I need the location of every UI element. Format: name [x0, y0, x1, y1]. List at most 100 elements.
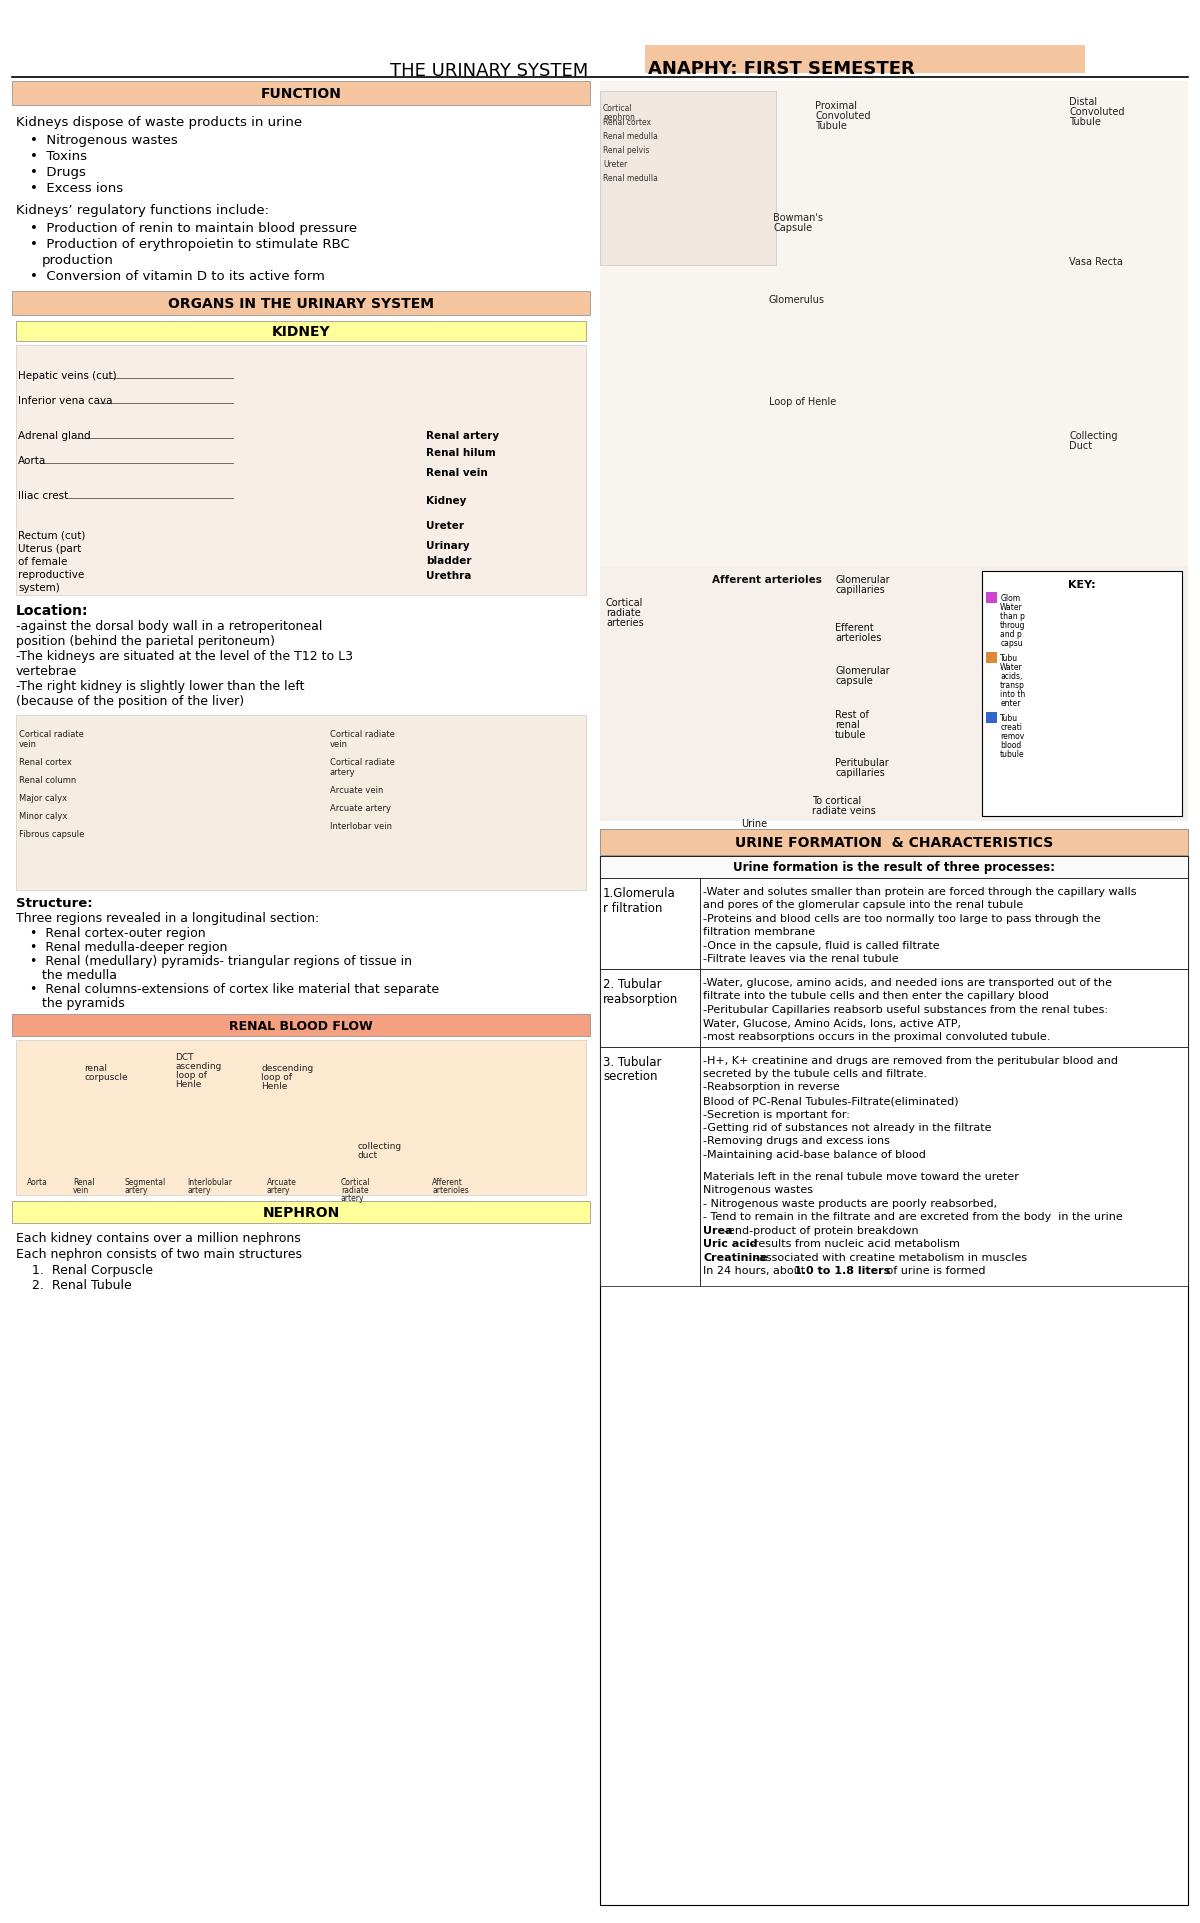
Text: -Getting rid of substances not already in the filtrate: -Getting rid of substances not already i… [703, 1123, 991, 1133]
Text: and pores of the glomerular capsule into the renal tubule: and pores of the glomerular capsule into… [703, 900, 1024, 910]
Text: throug: throug [1001, 621, 1026, 629]
Text: KEY:: KEY: [1068, 579, 1096, 590]
Text: Renal medulla: Renal medulla [604, 131, 658, 140]
Text: -The right kidney is slightly lower than the left: -The right kidney is slightly lower than… [16, 679, 305, 692]
Text: Vasa Recta: Vasa Recta [1069, 256, 1123, 267]
FancyBboxPatch shape [12, 292, 590, 315]
FancyBboxPatch shape [700, 969, 1188, 1046]
Text: artery: artery [187, 1185, 210, 1194]
Text: Tubu: Tubu [1001, 713, 1019, 723]
Text: Kidneys dispose of waste products in urine: Kidneys dispose of waste products in uri… [16, 115, 302, 129]
Text: -Water, glucose, amino acids, and needed ions are transported out of the: -Water, glucose, amino acids, and needed… [703, 977, 1112, 988]
Text: •  Renal columns-extensions of cortex like material that separate: • Renal columns-extensions of cortex lik… [30, 983, 439, 996]
Text: Capsule: Capsule [773, 223, 812, 233]
Text: Glomerulus: Glomerulus [769, 296, 824, 306]
Text: -Once in the capsule, fluid is called filtrate: -Once in the capsule, fluid is called fi… [703, 940, 940, 950]
Text: radiate: radiate [606, 608, 641, 617]
Text: Nitrogenous wastes: Nitrogenous wastes [703, 1185, 814, 1194]
Text: Loop of Henle: Loop of Henle [769, 396, 836, 408]
Text: Cortical radiate: Cortical radiate [19, 729, 84, 738]
Text: 2. Tubular: 2. Tubular [604, 977, 661, 990]
Text: vein: vein [330, 740, 348, 748]
Text: system): system) [18, 583, 60, 592]
Text: production: production [42, 254, 114, 267]
Text: Materials left in the renal tubule move toward the ureter: Materials left in the renal tubule move … [703, 1171, 1019, 1181]
FancyBboxPatch shape [12, 1202, 590, 1223]
Text: Uterus (part: Uterus (part [18, 544, 82, 554]
Text: ORGANS IN THE URINARY SYSTEM: ORGANS IN THE URINARY SYSTEM [168, 296, 434, 312]
Text: Uric acid: Uric acid [703, 1238, 757, 1248]
Text: Renal medulla: Renal medulla [604, 173, 658, 183]
FancyBboxPatch shape [600, 829, 1188, 856]
Text: -results from nucleic acid metabolism: -results from nucleic acid metabolism [750, 1238, 960, 1248]
Text: Bowman's: Bowman's [773, 213, 823, 223]
Text: URINE FORMATION  & CHARACTERISTICS: URINE FORMATION & CHARACTERISTICS [734, 837, 1054, 850]
Text: Location:: Location: [16, 604, 89, 617]
FancyBboxPatch shape [600, 92, 776, 265]
Text: Urine formation is the result of three processes:: Urine formation is the result of three p… [733, 862, 1055, 875]
Text: RENAL BLOOD FLOW: RENAL BLOOD FLOW [229, 1019, 373, 1033]
Text: Glomerular: Glomerular [835, 575, 890, 585]
Text: Henle: Henle [262, 1081, 288, 1090]
Text: 1.  Renal Corpuscle: 1. Renal Corpuscle [32, 1263, 154, 1277]
Text: tubule: tubule [1001, 750, 1025, 758]
Text: DCT: DCT [175, 1054, 194, 1061]
Text: -Secretion is mportant for:: -Secretion is mportant for: [703, 1110, 850, 1119]
Text: Blood of PC-Renal Tubules-Filtrate(eliminated): Blood of PC-Renal Tubules-Filtrate(elimi… [703, 1096, 959, 1106]
FancyBboxPatch shape [600, 879, 700, 969]
Text: Distal: Distal [1069, 96, 1098, 106]
Text: Urea: Urea [703, 1225, 732, 1235]
Text: Urine: Urine [742, 819, 767, 829]
Text: •  Toxins: • Toxins [30, 150, 88, 163]
Text: Kidney: Kidney [426, 496, 467, 506]
FancyBboxPatch shape [600, 856, 1188, 1906]
FancyBboxPatch shape [986, 713, 997, 723]
Text: -The kidneys are situated at the level of the T12 to L3: -The kidneys are situated at the level o… [16, 650, 353, 663]
Text: r filtration: r filtration [604, 902, 662, 915]
FancyBboxPatch shape [600, 969, 700, 1046]
FancyBboxPatch shape [16, 1040, 586, 1196]
Text: loop of: loop of [175, 1071, 206, 1081]
Text: collecting: collecting [358, 1140, 402, 1150]
Text: Urethra: Urethra [426, 571, 472, 581]
Text: and p: and p [1001, 629, 1022, 638]
Text: arteries: arteries [606, 617, 643, 627]
Text: blood: blood [1001, 740, 1021, 750]
Text: -H+, K+ creatinine and drugs are removed from the peritubular blood and: -H+, K+ creatinine and drugs are removed… [703, 1056, 1118, 1065]
FancyBboxPatch shape [646, 46, 1085, 73]
Text: of female: of female [18, 558, 67, 567]
Text: •  Production of renin to maintain blood pressure: • Production of renin to maintain blood … [30, 221, 358, 235]
Text: Renal pelvis: Renal pelvis [604, 146, 649, 154]
Text: -end-product of protein breakdown: -end-product of protein breakdown [724, 1225, 918, 1235]
FancyBboxPatch shape [16, 715, 586, 890]
Text: Ureter: Ureter [426, 521, 464, 531]
Text: artery: artery [330, 767, 355, 777]
FancyBboxPatch shape [986, 652, 997, 663]
Text: Minor calyx: Minor calyx [19, 812, 67, 821]
Text: -Reabsorption in reverse: -Reabsorption in reverse [703, 1083, 840, 1092]
Text: Afferent arterioles: Afferent arterioles [712, 575, 822, 585]
Text: Cortical radiate: Cortical radiate [330, 729, 395, 738]
Text: Ureter: Ureter [604, 160, 628, 169]
Text: Tubule: Tubule [1069, 117, 1102, 127]
Text: - Tend to remain in the filtrate and are excreted from the body  in the urine: - Tend to remain in the filtrate and are… [703, 1211, 1123, 1221]
Text: nephron: nephron [604, 113, 635, 121]
Text: arterioles: arterioles [432, 1185, 469, 1194]
Text: vein: vein [19, 740, 37, 748]
Text: Efferent: Efferent [835, 623, 874, 633]
Text: ascending: ascending [175, 1061, 222, 1071]
Text: Interlobar vein: Interlobar vein [330, 821, 391, 831]
Text: In 24 hours, about: In 24 hours, about [703, 1265, 809, 1275]
Text: NEPHRON: NEPHRON [263, 1206, 340, 1219]
Text: into th: into th [1001, 690, 1026, 698]
Text: radiate: radiate [341, 1185, 368, 1194]
Text: Glomerular: Glomerular [835, 665, 890, 677]
Text: Renal vein: Renal vein [426, 469, 488, 479]
Text: Arcuate artery: Arcuate artery [330, 804, 390, 813]
Text: descending: descending [262, 1063, 313, 1073]
Text: Each nephron consists of two main structures: Each nephron consists of two main struct… [16, 1248, 302, 1260]
Text: Rectum (cut): Rectum (cut) [18, 531, 85, 540]
Text: the pyramids: the pyramids [42, 996, 125, 1010]
Text: enter: enter [1001, 698, 1021, 708]
Text: Cortical: Cortical [606, 598, 643, 608]
